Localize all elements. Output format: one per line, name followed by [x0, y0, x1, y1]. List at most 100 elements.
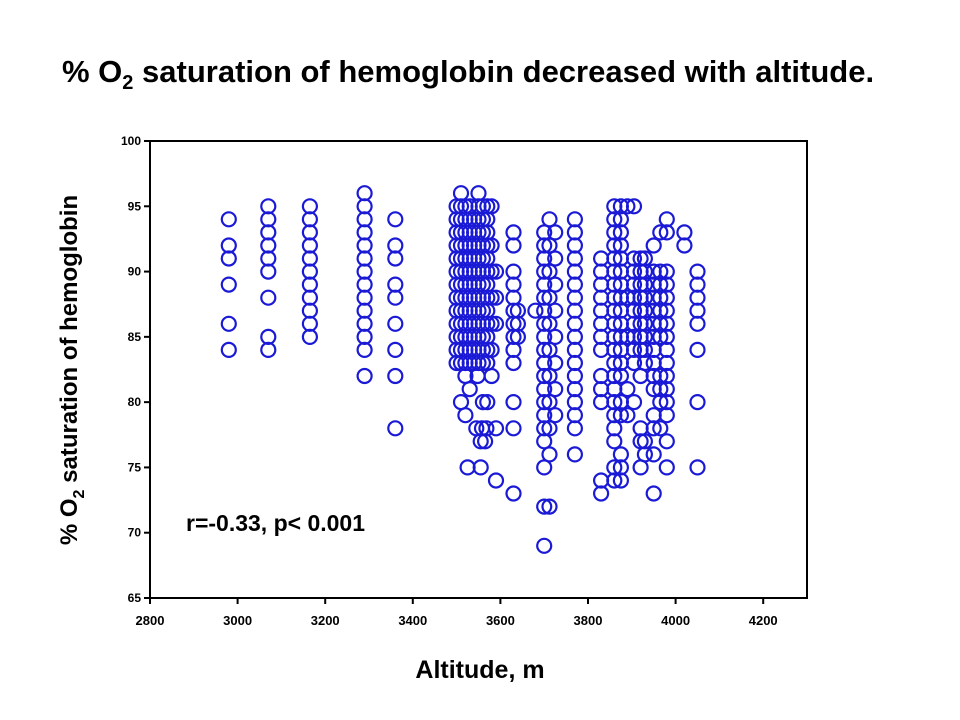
data-point — [566, 394, 584, 411]
data-point — [387, 315, 404, 332]
y-tick-label: 95 — [128, 199, 142, 213]
data-point — [658, 459, 675, 476]
data-point — [505, 263, 522, 280]
data-point — [658, 354, 675, 372]
y-tick-label: 70 — [128, 526, 142, 540]
data-point — [592, 276, 610, 293]
correlation-annotation: r=-0.33, p< 0.001 — [186, 510, 365, 536]
data-point — [301, 276, 318, 293]
data-point — [652, 263, 669, 280]
data-point — [689, 276, 706, 293]
axes: 2800 3000 3200 3400 3600 3800 4000 4200 65 70 75 80… — [121, 134, 808, 628]
data-point — [689, 341, 706, 358]
data-point — [487, 289, 505, 306]
x-tick-label: 3800 — [574, 613, 603, 628]
data-point — [260, 341, 277, 358]
data-point — [220, 237, 237, 254]
data-point — [689, 394, 706, 411]
data-point — [592, 289, 610, 306]
data-point — [536, 433, 553, 450]
data-point — [356, 263, 373, 280]
x-tick-label: 4200 — [749, 613, 778, 628]
data-point — [356, 250, 373, 267]
data-point — [689, 459, 706, 476]
data-point — [592, 328, 610, 345]
data-point — [636, 250, 654, 267]
y-tick-label: 100 — [121, 134, 141, 148]
data-point — [566, 407, 584, 424]
data-point — [483, 315, 500, 332]
data-point — [619, 407, 636, 424]
data-point — [541, 367, 558, 385]
data-point — [566, 224, 584, 241]
data-point — [505, 394, 522, 411]
data-point — [356, 367, 373, 385]
data-point — [689, 289, 706, 306]
data-point — [632, 420, 649, 437]
data-point — [260, 263, 277, 280]
data-point — [541, 237, 558, 254]
data-point — [260, 328, 277, 345]
data-point — [387, 211, 404, 228]
data-point — [566, 289, 584, 306]
data-point — [301, 289, 318, 306]
data-point — [470, 185, 487, 202]
data-point — [566, 263, 584, 280]
data-point — [260, 211, 277, 228]
data-point — [301, 237, 318, 254]
data-point — [541, 315, 558, 332]
y-axis-label-suffix: saturation of hemoglobin — [56, 195, 83, 490]
data-point — [356, 224, 373, 241]
data-point — [483, 263, 500, 280]
data-point — [536, 498, 553, 515]
data-point — [356, 185, 373, 202]
data-point — [356, 237, 373, 254]
data-point — [592, 485, 610, 502]
data-point — [566, 211, 584, 228]
data-point — [505, 224, 522, 241]
data-point — [220, 250, 237, 267]
data-point — [612, 446, 630, 463]
data-point — [541, 446, 558, 463]
data-point — [478, 420, 495, 437]
data-point — [356, 289, 373, 306]
data-point — [487, 472, 505, 489]
data-point — [625, 394, 643, 411]
data-point — [260, 198, 277, 215]
data-point — [636, 433, 654, 450]
data-point — [301, 224, 318, 241]
data-point — [566, 420, 584, 437]
data-point — [356, 211, 373, 228]
data-point — [592, 263, 610, 280]
data-point — [483, 341, 500, 358]
data-point — [625, 198, 643, 215]
y-tick-label: 65 — [128, 591, 142, 605]
data-point — [505, 354, 522, 372]
data-point — [260, 237, 277, 254]
data-point — [566, 276, 584, 293]
y-tick-label: 90 — [128, 265, 142, 279]
data-point — [474, 394, 491, 411]
data-point — [387, 289, 404, 306]
data-point — [505, 276, 522, 293]
data-point — [645, 341, 662, 358]
data-point — [459, 459, 476, 476]
data-point — [483, 237, 500, 254]
data-point — [541, 263, 558, 280]
plot-frame — [149, 140, 808, 599]
data-point — [658, 211, 675, 228]
data-point — [505, 341, 522, 358]
data-point — [541, 211, 558, 228]
data-point — [658, 407, 675, 424]
data-point — [356, 315, 373, 332]
data-point — [566, 315, 584, 332]
data-point — [505, 485, 522, 502]
data-point — [387, 341, 404, 358]
y-axis-label: % O2 saturation of hemoglobin — [56, 195, 88, 545]
data-point — [220, 315, 237, 332]
data-point — [547, 407, 564, 424]
y-axis-label-subscript: 2 — [71, 489, 88, 498]
data-point — [541, 420, 558, 437]
data-point — [566, 302, 584, 319]
